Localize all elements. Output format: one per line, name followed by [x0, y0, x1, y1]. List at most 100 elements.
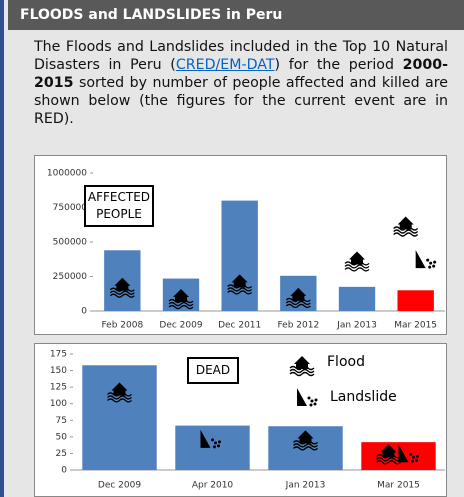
rock	[213, 445, 216, 449]
rock	[310, 399, 314, 403]
y-tick-label: 175	[50, 350, 67, 360]
intro-text: ) for the period	[274, 57, 403, 73]
intro-text: sorted by number of people affected and …	[34, 75, 448, 127]
rock	[309, 403, 313, 407]
wave	[107, 392, 132, 397]
wave	[109, 293, 135, 298]
house	[111, 382, 128, 396]
rock	[416, 454, 419, 458]
y-tick-label: 150	[50, 366, 67, 376]
rock	[415, 458, 418, 462]
rock	[409, 452, 412, 456]
rock	[428, 265, 432, 269]
x-tick-label: Jan 2013	[336, 321, 377, 331]
slope	[297, 388, 307, 406]
y-tick-label: 250000	[53, 272, 88, 282]
house	[380, 444, 397, 458]
flood-icon	[227, 274, 253, 295]
rock	[412, 455, 415, 459]
rock	[433, 260, 437, 264]
x-tick-label: Dec 2009	[98, 481, 141, 491]
wave	[393, 232, 419, 237]
wave	[344, 264, 370, 269]
slope	[415, 250, 426, 269]
rock	[426, 258, 430, 262]
x-tick-label: Apr 2010	[192, 481, 234, 491]
landslide-icon	[398, 444, 419, 463]
wave	[168, 304, 194, 310]
house	[290, 287, 307, 301]
rock	[313, 402, 317, 406]
wave	[376, 460, 401, 465]
y-tick-label: 0	[81, 307, 87, 317]
wave	[168, 298, 194, 304]
y-tick-label: 100	[50, 399, 67, 409]
header-title: FLOODS and LANDSLIDES in Peru	[8, 0, 464, 30]
wave	[285, 300, 311, 306]
house	[114, 277, 131, 291]
y-tick-label: 0	[61, 466, 67, 476]
landslide-icon	[297, 388, 318, 407]
wave	[109, 287, 135, 292]
intro-paragraph: The Floods and Landslides included in th…	[34, 38, 448, 128]
flood-icon	[107, 382, 132, 403]
wave	[289, 365, 315, 371]
wave	[376, 454, 401, 459]
flood-icon	[168, 289, 194, 310]
house	[231, 274, 248, 288]
wave	[376, 457, 401, 462]
legend-label: Flood	[327, 354, 365, 370]
bar	[82, 365, 157, 470]
house	[297, 430, 314, 444]
house	[349, 251, 365, 265]
y-tick-label: 1000000	[47, 169, 87, 179]
wave	[344, 267, 370, 272]
wave	[285, 303, 311, 309]
source-link[interactable]: CRED/EM-DAT	[175, 57, 275, 73]
bar	[397, 290, 434, 311]
chart-annotation: AFFECTED PEOPLE	[84, 185, 154, 227]
flood-icon	[289, 356, 315, 377]
affected-chart: 0 250000 500000 750000 1000000 Feb 2008 Dec 20…	[34, 155, 447, 335]
wave	[109, 290, 135, 295]
x-tick-label: Mar 2015	[377, 481, 420, 491]
rock	[217, 444, 220, 448]
x-tick-label: Feb 2012	[277, 321, 319, 331]
wave	[344, 261, 370, 266]
chart-annotation: DEAD	[187, 357, 239, 384]
x-tick-label: Dec 2009	[159, 321, 202, 331]
y-tick-label: 750000	[53, 203, 88, 213]
wave	[293, 446, 318, 451]
intro-text: The Floods and Landslides included in th…	[34, 39, 448, 73]
slope	[398, 444, 409, 463]
landslide-icon	[200, 429, 221, 449]
wave	[393, 229, 419, 234]
house	[397, 216, 414, 230]
slope	[200, 429, 211, 448]
rock	[314, 398, 318, 402]
rock	[214, 441, 217, 445]
y-tick-label: 500000	[53, 238, 88, 248]
house	[294, 356, 310, 369]
wave	[393, 226, 419, 231]
y-tick-label: 125	[50, 383, 67, 393]
landslide-icon	[415, 250, 437, 269]
rock	[218, 440, 221, 444]
x-tick-label: Feb 2008	[101, 321, 143, 331]
rock	[307, 396, 311, 400]
rock	[211, 438, 214, 442]
y-tick-label: 75	[56, 416, 67, 426]
wave	[293, 443, 318, 448]
flood-icon	[344, 251, 370, 272]
flood-icon	[376, 444, 401, 465]
wave	[227, 287, 253, 292]
wave	[107, 398, 132, 403]
wave	[289, 371, 315, 377]
x-tick-label: Mar 2015	[394, 321, 437, 331]
y-tick-label: 25	[56, 449, 67, 459]
bar	[361, 442, 436, 470]
flood-icon	[285, 287, 311, 309]
bar	[221, 200, 258, 311]
bar	[175, 425, 250, 470]
